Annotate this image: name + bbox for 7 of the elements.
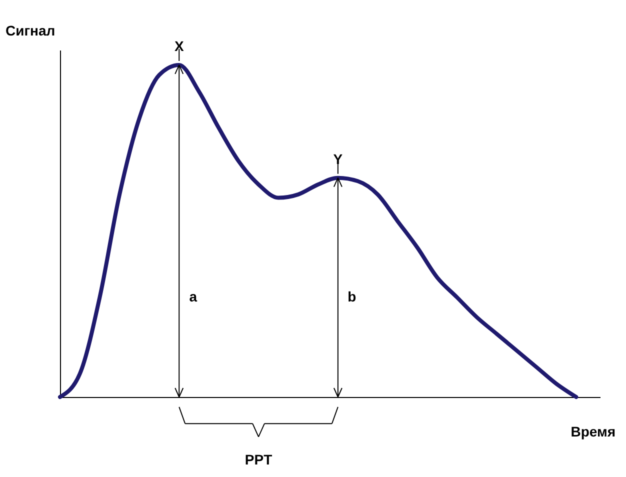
- x-axis-title: Время: [570, 424, 616, 440]
- text: PPT: [244, 451, 273, 468]
- text: X: [174, 38, 184, 54]
- annotation: Y: [333, 150, 344, 167]
- annotation: a: [189, 288, 198, 304]
- annotation: b: [348, 288, 356, 304]
- y-axis-title: Сигнал: [6, 22, 56, 38]
